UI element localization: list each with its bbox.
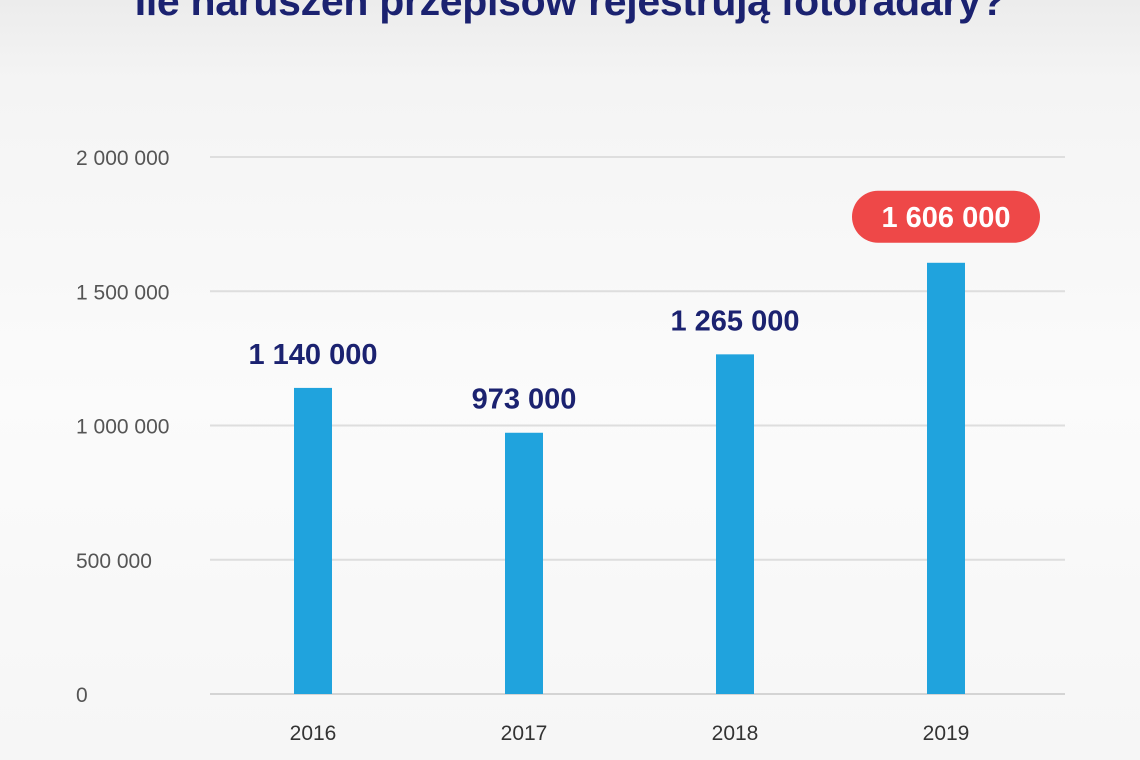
data-label: 1 140 000 — [248, 339, 377, 371]
chart-title: Ile naruszeń przepisów rejestrują fotora… — [134, 0, 1006, 24]
x-tick-label: 2017 — [501, 722, 548, 745]
y-tick-label: 500 000 — [76, 550, 152, 573]
y-tick-label: 1 000 000 — [76, 416, 169, 439]
bar-2016 — [294, 387, 332, 694]
x-tick-label: 2016 — [290, 722, 337, 745]
y-tick-label: 1 500 000 — [76, 281, 169, 304]
highlight-badge — [852, 190, 1040, 243]
bar-2018 — [716, 354, 754, 694]
bar-2017 — [505, 432, 543, 694]
y-tick-label: 0 — [76, 684, 88, 707]
data-label: 973 000 — [472, 384, 577, 416]
x-tick-label: 2019 — [923, 722, 970, 745]
x-tick-label: 2018 — [712, 722, 759, 745]
data-label: 1 606 000 — [881, 202, 1010, 234]
bar-2019 — [927, 262, 965, 694]
data-label: 1 265 000 — [670, 305, 799, 337]
y-tick-label: 2 000 000 — [76, 147, 169, 170]
